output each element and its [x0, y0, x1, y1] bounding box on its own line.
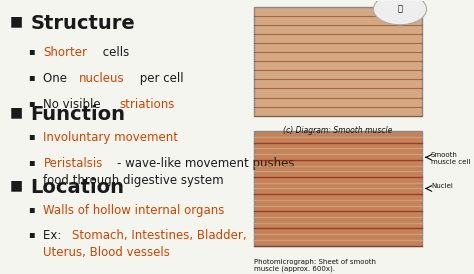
Text: 🫀: 🫀: [398, 5, 402, 14]
Text: ▪: ▪: [28, 157, 35, 167]
Text: ■: ■: [10, 105, 23, 119]
Text: Stomach, Intestines, Bladder,: Stomach, Intestines, Bladder,: [73, 229, 247, 242]
Text: Walls of hollow internal organs: Walls of hollow internal organs: [44, 204, 225, 217]
Text: ▪: ▪: [28, 229, 35, 239]
Text: Smooth
muscle cell: Smooth muscle cell: [431, 152, 470, 165]
Bar: [254, 7, 422, 116]
Text: per cell: per cell: [137, 72, 184, 85]
Text: cells: cells: [99, 45, 129, 59]
Text: - wave-like movement pushes: - wave-like movement pushes: [117, 157, 295, 170]
Text: nucleus: nucleus: [79, 72, 125, 85]
Text: ■: ■: [10, 14, 23, 28]
Text: ▪: ▪: [28, 98, 35, 107]
Text: ▪: ▪: [28, 204, 35, 214]
Text: Function: Function: [30, 105, 125, 124]
Text: ■: ■: [10, 178, 23, 192]
Text: ▪: ▪: [28, 72, 35, 82]
Text: One: One: [44, 72, 71, 85]
Text: food through digestive system: food through digestive system: [44, 174, 224, 187]
Text: Uterus, Blood vessels: Uterus, Blood vessels: [44, 246, 170, 259]
Text: No visible: No visible: [44, 98, 105, 110]
Text: Photomicrograph: Sheet of smooth
muscle (approx. 600x).: Photomicrograph: Sheet of smooth muscle …: [254, 259, 376, 272]
Text: Peristalsis: Peristalsis: [44, 157, 103, 170]
Bar: [254, 131, 422, 246]
Text: Nuclei: Nuclei: [431, 183, 453, 189]
Text: ▪: ▪: [28, 45, 35, 56]
Text: Involuntary movement: Involuntary movement: [44, 131, 179, 144]
Text: Structure: Structure: [30, 14, 135, 33]
Text: Ex:: Ex:: [44, 229, 65, 242]
Text: ▪: ▪: [28, 131, 35, 141]
Text: (c) Diagram: Smooth muscle: (c) Diagram: Smooth muscle: [283, 126, 392, 135]
Text: striations: striations: [119, 98, 175, 110]
Text: Location: Location: [30, 178, 124, 197]
Text: Shorter: Shorter: [44, 45, 88, 59]
Circle shape: [374, 0, 427, 25]
